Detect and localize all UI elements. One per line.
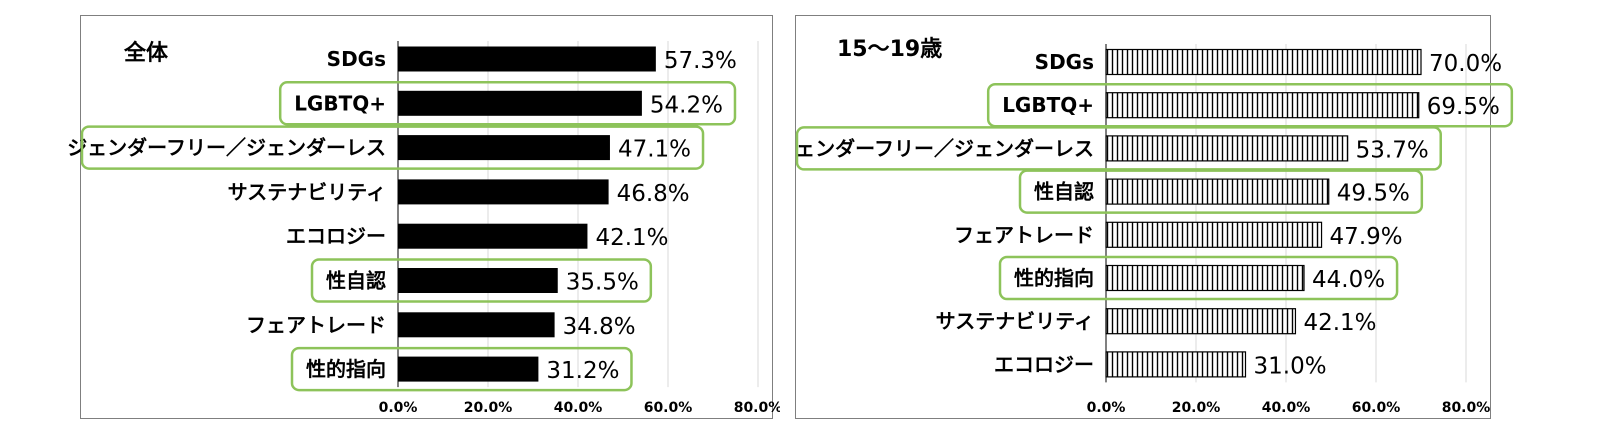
highlight-box [1018,169,1424,214]
chart-panel-overall: 全体 SDGs 57.3% LGBTQ+ 54.2% ジェンダーフリー／ジェンダーレス 47… [0,0,780,448]
category-label: SDGs [327,47,386,71]
x-tick-label: 40.0% [554,400,603,416]
value-label: 57.3% [664,48,737,74]
value-label: 44.0% [1312,267,1385,293]
bar [398,356,539,382]
category-label: 性的指向 [306,357,386,381]
bar [398,223,588,249]
value-label: 47.1% [618,137,691,163]
x-tick-label: 80.0% [734,400,780,416]
bar [398,179,609,205]
value-label: 42.1% [595,225,668,251]
category-label: サステナビリティ [936,309,1094,333]
bar [398,312,555,338]
bar-chart-15-19: 15～19歳 SDGs 70.0% LGBTQ+ 69.5% ジェンダーフリー／ジェンダー… [795,15,1514,419]
value-label: 53.7% [1356,137,1429,163]
bar [398,90,642,116]
value-label: 46.8% [617,181,690,207]
bar [1105,135,1349,162]
category-label: 性自認 [1034,180,1094,204]
x-tick-label: 80.0% [1442,400,1491,416]
bar [398,268,558,293]
category-label: ジェンダーフリー／ジェンダーレス [67,136,386,160]
chart-panel-15-19: 15～19歳 SDGs 70.0% LGBTQ+ 69.5% ジェンダーフリー／ジェンダー… [795,0,1575,448]
category-label: LGBTQ+ [294,91,386,115]
highlight-box [290,346,633,392]
category-label: LGBTQ+ [1002,93,1094,117]
x-tick-label: 40.0% [1262,400,1311,416]
category-label: 性的指向 [1014,266,1094,290]
value-label: 31.0% [1254,353,1327,379]
category-label: サステナビリティ [228,180,386,204]
value-label: 47.9% [1330,224,1403,250]
category-label: SDGs [1035,50,1094,74]
value-label: 34.8% [563,314,636,340]
bar-chart-overall: 全体 SDGs 57.3% LGBTQ+ 54.2% ジェンダーフリー／ジェンダーレス 47… [67,15,780,419]
highlight-box [278,81,737,126]
value-label: 49.5% [1337,181,1410,207]
x-tick-label: 60.0% [644,400,693,416]
category-label: フェアトレード [246,313,386,337]
value-label: 42.1% [1303,310,1376,336]
value-label: 35.5% [566,270,639,296]
highlight-box [80,125,705,170]
category-label: エコロジー [994,352,1094,376]
highlight-box [310,258,653,303]
chart-frame [80,15,773,419]
category-label: 性自認 [326,269,386,293]
value-label: 54.2% [650,92,723,118]
bar [1105,308,1297,335]
chart-title: 15～19歳 [837,37,942,62]
chart-frame [795,15,1491,419]
bar [398,46,656,72]
value-label: 69.5% [1427,94,1500,120]
category-label: エコロジー [286,224,386,248]
highlight-box [998,255,1399,301]
chart-title: 全体 [123,40,169,66]
x-tick-label: 20.0% [1172,400,1221,416]
category-label: フェアトレード [954,223,1094,247]
bar [1105,221,1323,248]
bar [398,135,610,161]
category-label: ジェンダーフリー／ジェンダーレス [795,136,1094,160]
bar [1105,92,1420,119]
x-tick-label: 0.0% [379,400,418,416]
bar [1105,178,1330,205]
x-tick-label: 20.0% [464,400,513,416]
bar [1105,351,1247,378]
bar [1105,264,1305,292]
value-label: 70.0% [1429,51,1502,77]
x-tick-label: 0.0% [1087,400,1126,416]
x-tick-label: 60.0% [1352,400,1401,416]
bar [1105,48,1422,76]
value-label: 31.2% [546,358,619,384]
